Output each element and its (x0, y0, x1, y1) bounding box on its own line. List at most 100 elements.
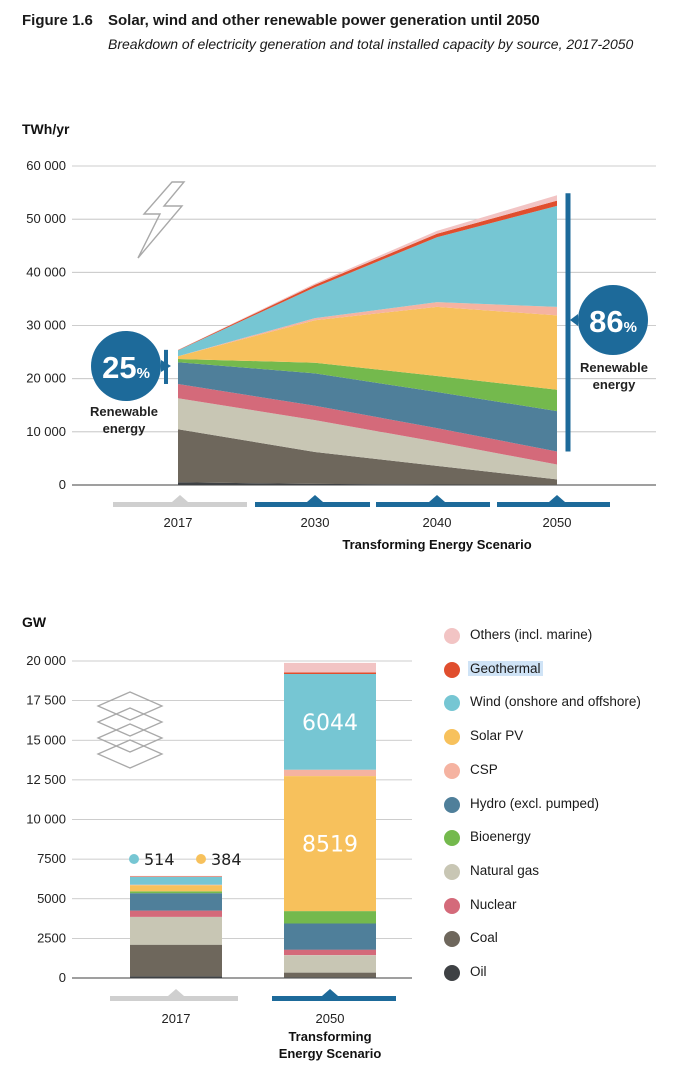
x-marker-tri-2040 (429, 495, 445, 502)
area-series-oil (178, 482, 557, 485)
legend-label: Oil (470, 964, 487, 979)
badge-25-circle (91, 331, 161, 401)
legend-swatch (444, 661, 460, 678)
area-y-tick: 10 000 (26, 424, 66, 439)
area-series-solar-pv (178, 306, 557, 390)
badge-86-circle (578, 285, 648, 355)
legend-swatch (444, 762, 460, 779)
bar-segment-2050-hydro (284, 923, 376, 950)
badge-86-label-line2: energy (593, 377, 636, 392)
area-y-unit: TWh/yr (22, 121, 70, 137)
x-marker-bar-2050 (497, 502, 610, 507)
bar-y-unit: GW (22, 614, 47, 630)
area-y-tick: 50 000 (26, 211, 66, 226)
legend-label: Nuclear (470, 896, 517, 912)
bar-segment-2017-nuclear (130, 910, 222, 917)
bar-segment-2050-natural-gas (284, 955, 376, 973)
x-marker-bar-2040 (376, 502, 490, 507)
bar-y-tick: 15 000 (26, 732, 66, 747)
bar-segment-2050-oil (284, 977, 376, 978)
legend-swatch (444, 628, 460, 644)
legend-swatch (444, 729, 460, 746)
area-series-coal (178, 429, 557, 485)
bar-x-sublabel-line1: Transforming (288, 1029, 371, 1044)
bar-y-tick: 10 000 (26, 812, 66, 827)
layers-icon-sheet (96, 739, 164, 769)
bar-label-dot-2017-solar-pv (196, 854, 206, 864)
area-series-nuclear (178, 384, 557, 465)
bar-segment-2050-bioenergy (284, 911, 376, 924)
area-x-tick-2050: 2050 (543, 515, 572, 530)
bar-segment-2017-oil (130, 976, 222, 978)
bar-label-2017-wind: 514 (144, 850, 175, 869)
bar-x-tri-2017 (168, 989, 184, 996)
legend-label: Solar PV (470, 728, 524, 744)
badge-86-label-line1: Renewable (580, 360, 648, 375)
bar-label-dot-2017-wind (129, 854, 139, 864)
area-x-tick-2040: 2040 (423, 515, 452, 530)
area-scenario-label: Transforming Energy Scenario (342, 537, 531, 552)
x-marker-bar-2017 (113, 502, 247, 507)
bar-x-tick-2050: 2050 (316, 1011, 345, 1026)
area-series-hydro (178, 362, 557, 452)
figure-subtitle: Breakdown of electricity generation and … (108, 36, 634, 52)
bar-y-tick: 7500 (37, 851, 66, 866)
bar-y-tick: 12 500 (26, 772, 66, 787)
bar-segment-2050-wind (284, 673, 376, 770)
badge-25-label-line2: energy (103, 421, 146, 436)
figure-title: Solar, wind and other renewable power ge… (108, 12, 540, 29)
legend-label: CSP (470, 761, 498, 777)
legend-swatch (444, 897, 460, 914)
bar-segment-2017-solar-pv (130, 885, 222, 892)
bar-y-tick: 20 000 (26, 653, 66, 668)
legend-label: Natural gas (470, 862, 540, 878)
area-series-wind (178, 205, 557, 357)
bar-y-tick: 2500 (37, 930, 66, 945)
area-y-tick: 20 000 (26, 371, 66, 386)
lightning-icon (137, 181, 186, 259)
layers-icon-sheet (96, 723, 164, 753)
area-y-tick: 60 000 (26, 158, 66, 173)
legend-label: Coal (470, 930, 498, 946)
bar-x-tick-2017: 2017 (162, 1011, 191, 1026)
badge-86-pointer (570, 314, 578, 326)
area-y-tick: 0 (59, 477, 66, 492)
x-marker-tri-2017 (172, 495, 188, 502)
bar-y-tick: 5000 (37, 891, 66, 906)
badge-25-label-line1: Renewable (90, 404, 158, 419)
layers-icon-sheet (96, 707, 164, 737)
bar-segment-2017-geothermal (130, 876, 222, 877)
legend-swatch (444, 863, 460, 880)
bar-x-marker-2050 (272, 996, 396, 1001)
area-series-bioenergy (178, 359, 557, 412)
bar-segment-2050-geothermal (284, 672, 376, 674)
bar-x-marker-2017 (110, 996, 238, 1001)
bar-segment-2050-others (284, 662, 376, 673)
figure-number: Figure 1.6 (22, 12, 93, 29)
legend-swatch (444, 695, 460, 712)
x-marker-tri-2050 (549, 495, 565, 502)
legend-swatch (444, 931, 460, 948)
legend-label: Hydro (excl. pumped) (470, 795, 600, 811)
x-marker-bar-2030 (255, 502, 370, 507)
layers-icon (96, 691, 164, 769)
bar-segment-2017-wind (130, 876, 222, 885)
bar-segment-2050-csp (284, 769, 376, 776)
bar-label-2017-solar-pv: 384 (211, 850, 242, 869)
legend-swatch (444, 965, 460, 981)
legend-label: Wind (onshore and offshore) (470, 694, 641, 710)
bar-y-tick: 17 500 (26, 693, 66, 708)
area-y-tick: 40 000 (26, 264, 66, 279)
badge-86-value: 86% (589, 304, 637, 339)
legend-label: Geothermal (468, 660, 543, 676)
bar-segment-2017-others (130, 875, 222, 877)
bar-label-2050-wind: 6044 (302, 711, 358, 736)
x-marker-tri-2030 (307, 495, 323, 502)
bar-x-tri-2050 (322, 989, 338, 996)
bar-segment-2050-coal (284, 972, 376, 978)
badge-25-value: 25% (102, 350, 150, 385)
legend-swatch (444, 796, 460, 813)
area-series-geothermal (178, 200, 557, 351)
area-series-natural-gas (178, 398, 557, 480)
